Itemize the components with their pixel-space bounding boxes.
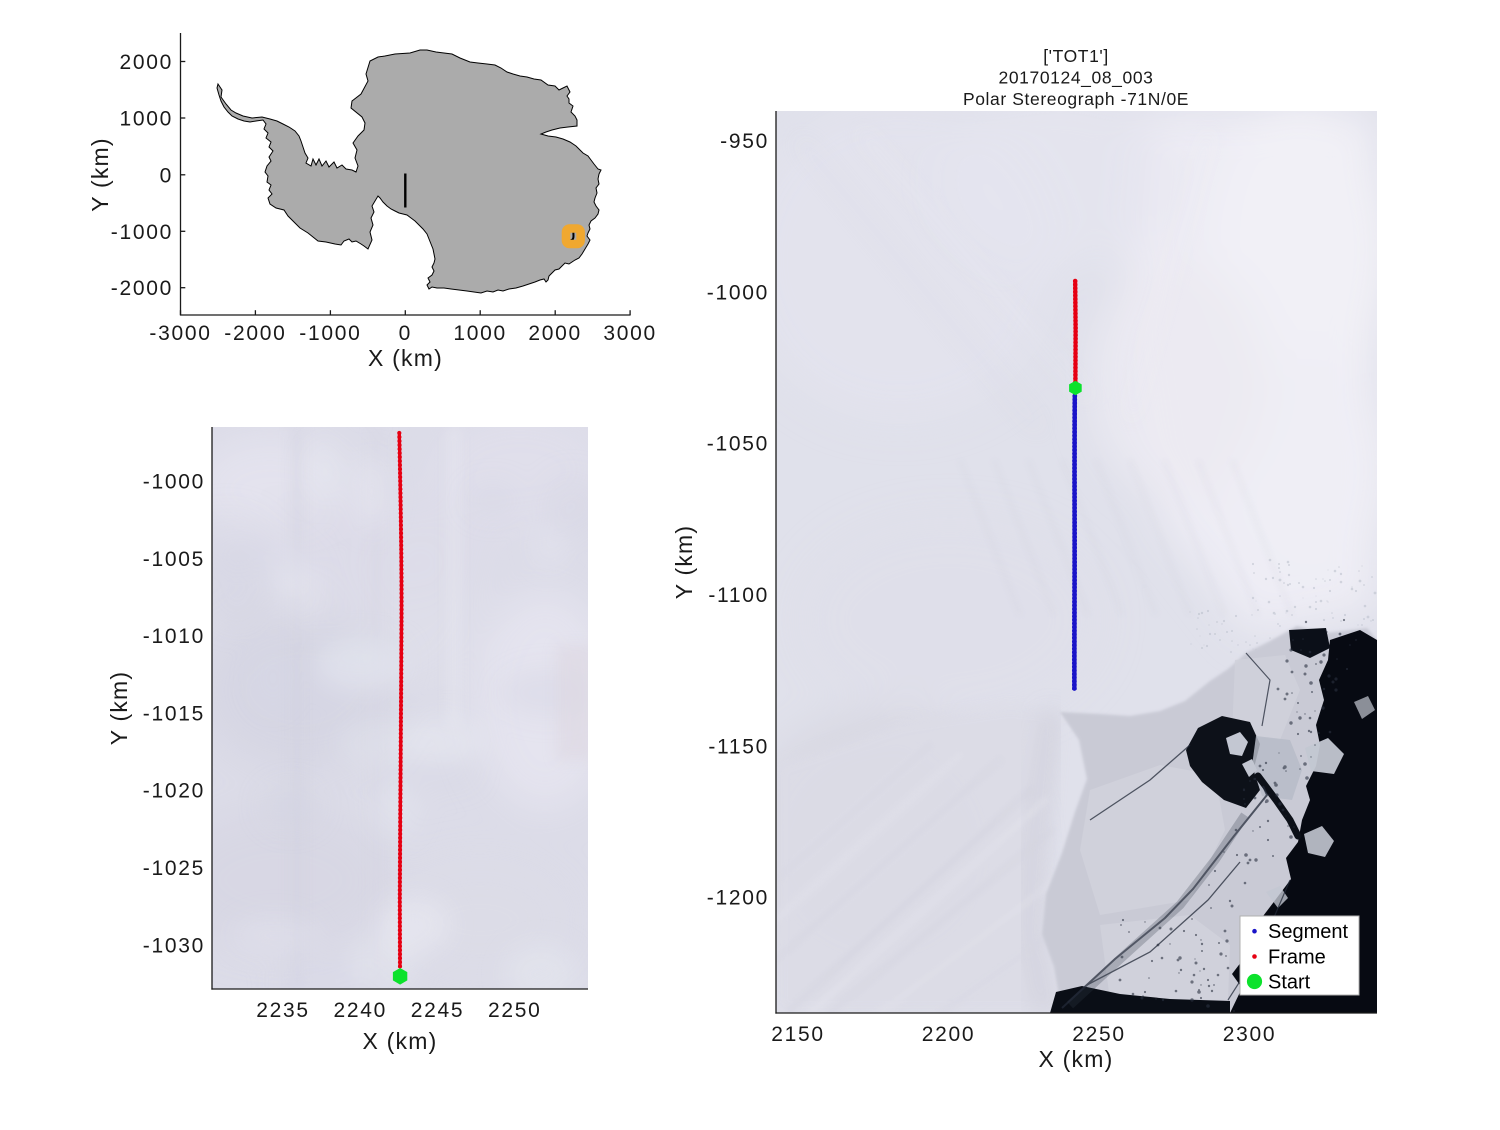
svg-text:X (km): X (km)	[368, 345, 443, 371]
svg-text:-1015: -1015	[143, 702, 205, 725]
svg-text:Start: Start	[1268, 972, 1311, 994]
svg-text:-1030: -1030	[143, 934, 205, 957]
svg-text:2000: 2000	[528, 322, 582, 345]
svg-text:-2000: -2000	[224, 322, 286, 345]
svg-text:3000: 3000	[603, 322, 657, 345]
svg-text:-1050: -1050	[707, 433, 769, 456]
svg-text:2250: 2250	[488, 999, 542, 1022]
svg-text:Y (km): Y (km)	[87, 137, 113, 212]
svg-text:-1010: -1010	[143, 625, 205, 648]
svg-text:-1100: -1100	[708, 584, 769, 607]
svg-text:2000: 2000	[119, 51, 173, 74]
svg-text:-1020: -1020	[143, 780, 205, 803]
svg-text:-1000: -1000	[143, 471, 205, 494]
svg-text:20170124_08_003: 20170124_08_003	[999, 68, 1154, 89]
svg-text:-2000: -2000	[111, 277, 173, 300]
svg-text:-1000: -1000	[111, 221, 173, 244]
svg-text:Frame: Frame	[1268, 947, 1326, 969]
svg-text:-1200: -1200	[707, 887, 769, 910]
svg-text:-1025: -1025	[143, 857, 205, 880]
svg-text:2200: 2200	[922, 1023, 976, 1046]
svg-text:2235: 2235	[256, 999, 310, 1022]
svg-text:Segment: Segment	[1268, 921, 1348, 943]
svg-text:-1005: -1005	[143, 548, 205, 571]
svg-text:2250: 2250	[1072, 1023, 1126, 1046]
svg-text:1000: 1000	[453, 322, 507, 345]
svg-text:X (km): X (km)	[1039, 1046, 1114, 1072]
svg-text:['TOT1']: ['TOT1']	[1043, 46, 1109, 66]
svg-text:Polar Stereograph -71N/0E: Polar Stereograph -71N/0E	[963, 89, 1189, 109]
svg-text:2245: 2245	[411, 999, 465, 1022]
svg-text:2300: 2300	[1223, 1023, 1277, 1046]
svg-text:1000: 1000	[119, 108, 173, 131]
svg-text:-3000: -3000	[149, 322, 211, 345]
svg-text:-1150: -1150	[708, 735, 769, 758]
svg-text:X (km): X (km)	[363, 1028, 438, 1054]
svg-text:Y (km): Y (km)	[106, 671, 132, 746]
svg-text:-1000: -1000	[299, 322, 361, 345]
svg-text:2150: 2150	[771, 1023, 825, 1046]
svg-text:2240: 2240	[334, 999, 388, 1022]
svg-text:-950: -950	[720, 130, 769, 153]
svg-text:Y (km): Y (km)	[671, 525, 697, 600]
svg-text:-1000: -1000	[707, 281, 769, 304]
svg-text:0: 0	[160, 164, 173, 187]
svg-text:0: 0	[399, 322, 412, 345]
